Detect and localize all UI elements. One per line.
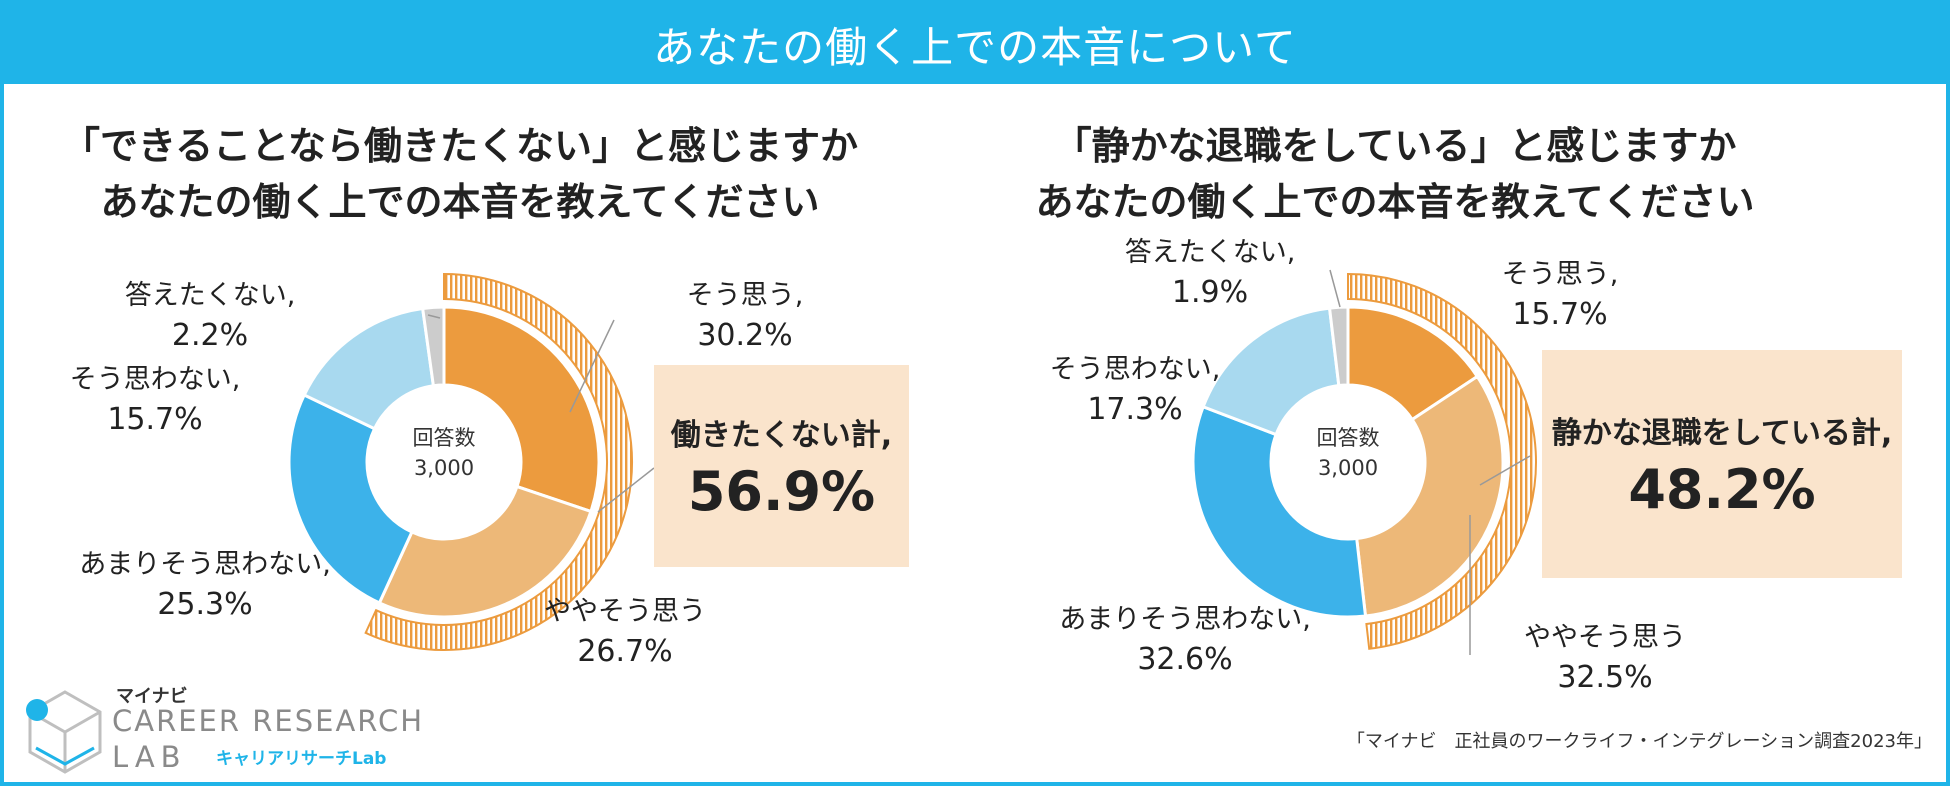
chart1-label-so-omou-value: 30.2% (697, 318, 793, 353)
chart1-label-omowanai: そう思わない, 15.7% (45, 360, 265, 440)
chart1-label-kotaetakunai-name: 答えたくない, (124, 280, 296, 311)
chart1-label-yaya-name: ややそう思う (544, 596, 706, 627)
chart1-title-line2: あなたの働く上での本音を教えてください (100, 180, 820, 224)
source-note: 「マイナビ 正社員のワークライフ・インテグレーション調査2023年」 (1346, 731, 1932, 752)
chart2-label-yaya-name: ややそう思う (1524, 622, 1686, 653)
chart1-label-amari-name: あまりそう思わない, (79, 549, 331, 580)
chart1-center-value: 3,000 (413, 456, 475, 480)
chart2-total-label: 静かな退職をしている計, (1551, 415, 1893, 451)
chart2-total-value: 48.2% (1628, 457, 1816, 521)
chart2-label-yaya: ややそう思う 32.5% (1505, 618, 1705, 698)
chart1-total-value: 56.9% (687, 459, 876, 523)
chart1-label-so-omou: そう思う, 30.2% (645, 276, 845, 356)
chart1-label-amari-value: 25.3% (157, 587, 253, 622)
chart1-center-label: 回答数 3,000 (364, 423, 524, 483)
page-title: あなたの働く上での本音について (4, 4, 1946, 84)
chart2-title-line1: 「静かな退職をしている」と感じますか (1053, 124, 1737, 168)
chart2-donut (1191, 269, 1538, 655)
chart2-total-box: 静かな退職をしている計, 48.2% (1542, 350, 1902, 578)
chart1-donut (287, 272, 655, 651)
chart1-label-omowanai-value: 15.7% (107, 402, 203, 437)
cube-icon (26, 690, 102, 774)
chart1-label-omowanai-name: そう思わない, (69, 364, 241, 395)
chart2-label-kotaetakunai-name: 答えたくない, (1124, 237, 1296, 268)
chart2-label-so-omou: そう思う, 15.7% (1465, 255, 1655, 335)
chart1-total-label: 働きたくない計, (670, 417, 893, 453)
chart1-center-caption: 回答数 (412, 426, 476, 450)
chart2-title-line2: あなたの働く上での本音を教えてください (1035, 180, 1755, 224)
chart2-label-kotaetakunai: 答えたくない, 1.9% (1110, 233, 1310, 313)
logo-line2: LAB (112, 740, 187, 774)
chart2-label-yaya-value: 32.5% (1557, 660, 1653, 695)
chart1-total-box: 働きたくない計, 56.9% (654, 365, 909, 567)
chart1-center-disc (367, 385, 521, 539)
chart2-center-value: 3,000 (1317, 456, 1379, 480)
chart1-total-ring (364, 272, 633, 651)
chart2-total-ring (1347, 272, 1538, 650)
chart1-label-kotaetakunai-value: 2.2% (171, 318, 249, 353)
chart2-center-caption: 回答数 (1316, 426, 1380, 450)
chart2-label-so-omou-name: そう思う, (1501, 259, 1619, 290)
chart1-leader-line (569, 319, 615, 413)
chart2-label-amari: あまりそう思わない, 32.6% (1035, 600, 1335, 680)
chart2-label-so-omou-value: 15.7% (1512, 297, 1608, 332)
chart2-title: 「静かな退職をしている」と感じますか あなたの働く上での本音を教えてください (965, 118, 1825, 230)
chart1-label-kotaetakunai: 答えたくない, 2.2% (110, 276, 310, 356)
chart2-center-disc (1271, 385, 1425, 539)
chart2-label-omowanai-name: そう思わない, (1049, 354, 1221, 385)
chart2-leader-line (1329, 269, 1341, 308)
chart2-label-omowanai: そう思わない, 17.3% (1015, 350, 1255, 430)
chart1-leader-line (597, 467, 655, 513)
chart2-center-label: 回答数 3,000 (1268, 423, 1428, 483)
chart1-label-so-omou-name: そう思う, (686, 280, 804, 311)
logo-line1: CAREER RESEARCH (112, 704, 425, 738)
chart2-label-kotaetakunai-value: 1.9% (1171, 275, 1249, 310)
chart2-leader-line (1479, 455, 1531, 486)
career-research-lab-logo: マイナビ CAREER RESEARCH LAB キャリアリサーチLab (20, 678, 440, 778)
chart1-label-yaya: ややそう思う 26.7% (525, 592, 725, 672)
logo-brand: マイナビ (116, 686, 188, 707)
chart1-title: 「できることなら働きたくない」と感じますか あなたの働く上での本音を教えてくださ… (30, 118, 890, 230)
logo-jp: キャリアリサーチLab (216, 749, 387, 769)
chart1-label-yaya-value: 26.7% (577, 634, 673, 669)
chart2-label-amari-name: あまりそう思わない, (1059, 604, 1311, 635)
chart2-label-amari-value: 32.6% (1137, 642, 1233, 677)
chart1-label-amari: あまりそう思わない, 25.3% (55, 545, 355, 625)
chart1-leader-line (427, 314, 441, 319)
chart1-title-line1: 「できることなら働きたくない」と感じますか (61, 124, 859, 168)
chart2-label-omowanai-value: 17.3% (1087, 392, 1183, 427)
